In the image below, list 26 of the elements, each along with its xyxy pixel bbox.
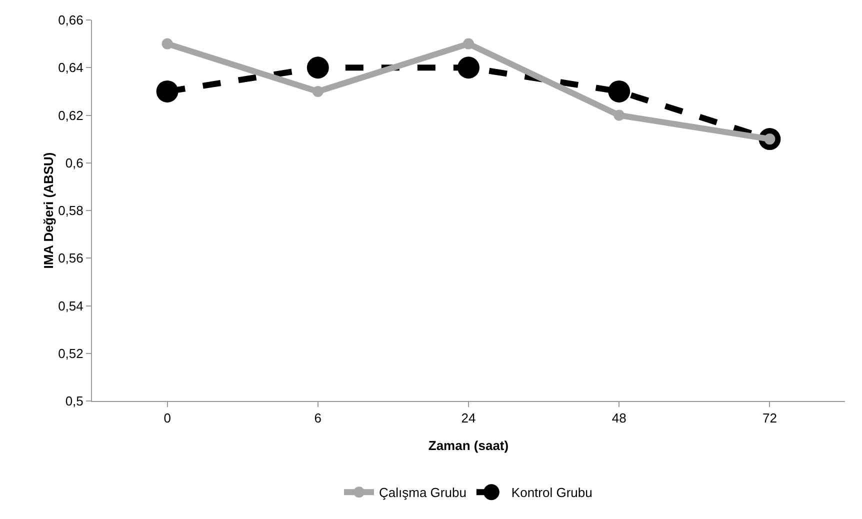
- y-tick-label: 0,66: [58, 12, 84, 28]
- point: [458, 56, 480, 79]
- y-tick-label: 0,5: [65, 394, 84, 409]
- point: [614, 110, 625, 121]
- point: [608, 80, 630, 102]
- point: [162, 38, 173, 50]
- legend-label: Çalışma Grubu: [379, 485, 466, 500]
- y-tick-label: 0,54: [58, 298, 84, 314]
- legend-label: Kontrol Grubu: [511, 485, 592, 500]
- y-tick-label: 0,52: [58, 346, 84, 361]
- x-tick-label: 24: [461, 410, 476, 426]
- y-tick-label: 0,62: [58, 108, 84, 123]
- point: [156, 80, 178, 102]
- x-axis-title: Zaman (saat): [428, 438, 509, 453]
- y-tick-label: 0,6: [65, 155, 84, 170]
- x-tick-label: 0: [164, 410, 171, 426]
- point: [312, 86, 324, 97]
- y-tick-label: 0,58: [58, 203, 84, 218]
- x-tick-label: 6: [314, 410, 322, 426]
- y-tick-label: 0,64: [58, 60, 84, 76]
- x-tick-label: 72: [762, 410, 777, 426]
- y-axis-title: IMA Değeri (ABSU): [41, 152, 56, 269]
- y-tick-label: 0,56: [58, 250, 84, 266]
- x-tick-label: 48: [612, 410, 626, 426]
- point: [463, 38, 474, 50]
- point: [306, 56, 329, 79]
